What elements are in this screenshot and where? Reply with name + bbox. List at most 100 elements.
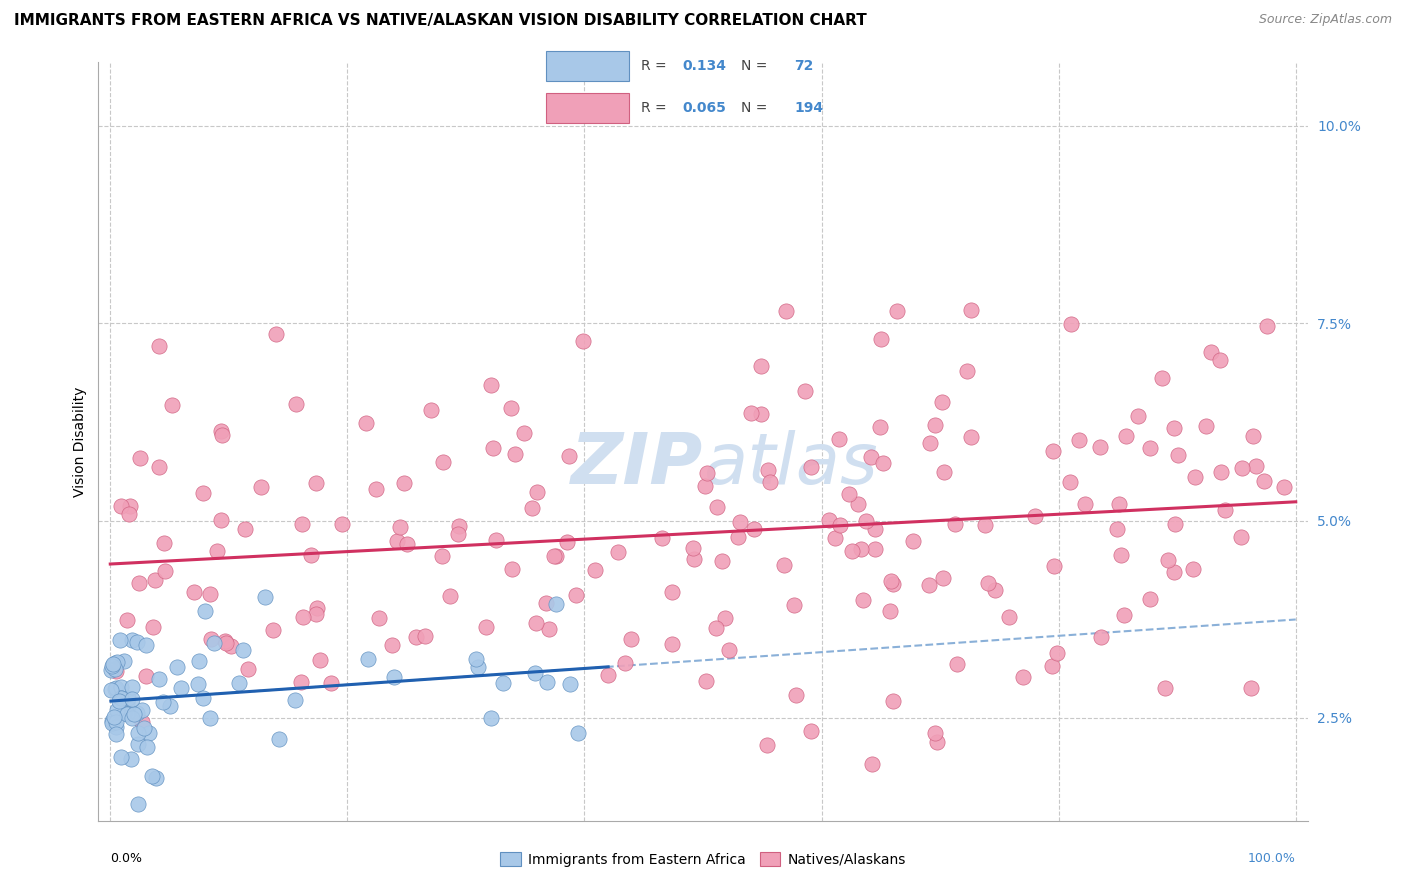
Point [567, 725, 589, 739]
Point [405, 630, 427, 644]
Point [1195, 419, 1218, 434]
Point [105, 681, 128, 695]
Point [1164, 517, 1187, 532]
Point [718, 643, 741, 657]
Point [1074, 497, 1097, 511]
Point [110, 750, 132, 764]
Point [555, 535, 578, 549]
Point [211, 428, 233, 442]
Point [934, 465, 956, 479]
Point [110, 632, 132, 647]
Point [160, 398, 183, 412]
Point [1184, 470, 1206, 484]
Text: 100.0%: 100.0% [1249, 852, 1296, 865]
Point [170, 681, 193, 695]
Point [558, 449, 581, 463]
Point [219, 639, 242, 653]
Point [1090, 630, 1112, 644]
Text: 0.134: 0.134 [682, 59, 725, 73]
Point [148, 460, 170, 475]
Point [838, 487, 860, 501]
Point [153, 565, 176, 579]
Point [135, 668, 157, 682]
Point [115, 696, 138, 710]
Point [141, 769, 163, 783]
Point [117, 613, 139, 627]
Point [479, 711, 502, 725]
Point [1244, 458, 1267, 473]
Point [110, 691, 132, 706]
Text: ZIP: ZIP [571, 430, 703, 499]
Point [103, 710, 125, 724]
Point [122, 707, 145, 722]
Point [1209, 465, 1232, 479]
Point [135, 638, 157, 652]
Point [215, 636, 238, 650]
Point [127, 706, 149, 720]
Point [1157, 553, 1180, 567]
Point [104, 714, 127, 729]
Text: 0.065: 0.065 [682, 101, 725, 115]
Point [105, 720, 128, 734]
Point [1139, 441, 1161, 455]
Point [620, 632, 643, 647]
Point [253, 590, 276, 604]
Point [1272, 479, 1295, 493]
Point [924, 726, 946, 740]
Point [305, 600, 328, 615]
Point [759, 475, 782, 489]
Point [544, 549, 567, 563]
Point [1126, 409, 1149, 423]
Point [209, 513, 232, 527]
Point [101, 659, 124, 673]
Point [977, 575, 1000, 590]
Point [886, 304, 908, 318]
Point [756, 738, 779, 752]
Point [131, 703, 153, 717]
Point [869, 419, 891, 434]
Point [1108, 497, 1130, 511]
Point [606, 545, 628, 559]
Point [100, 663, 122, 677]
Point [232, 643, 254, 657]
Point [198, 711, 221, 725]
Point [1115, 429, 1137, 443]
Point [120, 752, 142, 766]
Point [148, 673, 170, 687]
Point [1232, 461, 1254, 475]
Point [1253, 475, 1275, 489]
Point [492, 675, 515, 690]
Point [534, 596, 557, 610]
Point [863, 541, 886, 556]
Text: N =: N = [741, 101, 772, 115]
Point [108, 694, 131, 708]
Point [117, 690, 139, 705]
Point [105, 655, 128, 669]
Point [142, 620, 165, 634]
Point [1024, 509, 1046, 524]
Point [1163, 420, 1185, 434]
Point [865, 522, 887, 536]
Point [214, 633, 236, 648]
Point [824, 532, 846, 546]
Text: atlas: atlas [703, 430, 877, 499]
Point [860, 450, 883, 465]
Point [751, 359, 773, 373]
Point [209, 424, 232, 438]
Point [682, 541, 704, 555]
Point [121, 633, 143, 648]
Point [800, 724, 823, 739]
Point [1046, 646, 1069, 660]
Point [956, 364, 979, 378]
Point [465, 652, 488, 666]
Point [262, 624, 284, 638]
Point [1090, 440, 1112, 454]
Point [198, 587, 221, 601]
Point [475, 620, 498, 634]
Text: 72: 72 [794, 59, 814, 73]
Point [974, 517, 997, 532]
Point [395, 537, 418, 551]
Point [522, 500, 544, 515]
Text: N =: N = [741, 59, 772, 73]
Point [236, 662, 259, 676]
